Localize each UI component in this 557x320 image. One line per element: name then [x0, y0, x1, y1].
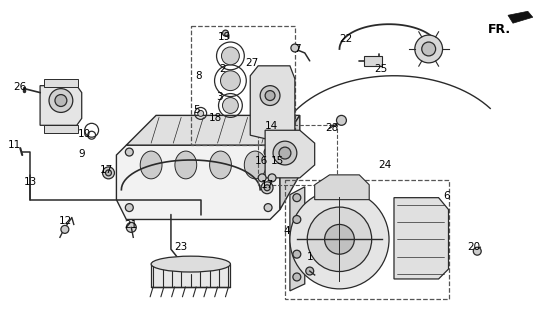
Text: 18: 18: [209, 113, 222, 124]
Bar: [44, 79, 78, 87]
Polygon shape: [151, 264, 231, 287]
Ellipse shape: [175, 151, 197, 179]
Text: 13: 13: [23, 177, 37, 187]
Circle shape: [293, 250, 301, 258]
Polygon shape: [280, 116, 300, 210]
Text: 28: 28: [325, 123, 338, 133]
Text: 6: 6: [443, 191, 450, 201]
Text: 15: 15: [270, 156, 284, 166]
Circle shape: [258, 174, 266, 182]
Circle shape: [264, 185, 270, 191]
Circle shape: [415, 35, 443, 63]
Text: 17: 17: [100, 165, 113, 175]
Circle shape: [102, 167, 114, 179]
Circle shape: [260, 86, 280, 106]
Text: 1: 1: [306, 252, 313, 262]
Text: 25: 25: [374, 64, 388, 74]
Bar: [258, 125, 338, 185]
Circle shape: [291, 44, 299, 52]
Polygon shape: [116, 145, 280, 220]
Ellipse shape: [151, 256, 231, 272]
Circle shape: [126, 222, 136, 232]
Text: 26: 26: [13, 82, 27, 92]
Circle shape: [222, 30, 228, 36]
Text: 9: 9: [79, 149, 85, 159]
Bar: [285, 180, 448, 299]
Ellipse shape: [209, 151, 231, 179]
Text: 24: 24: [378, 160, 392, 170]
Circle shape: [325, 224, 354, 254]
Circle shape: [105, 170, 111, 176]
Circle shape: [473, 247, 481, 255]
Ellipse shape: [245, 151, 266, 179]
Text: 19: 19: [218, 32, 231, 42]
Circle shape: [273, 141, 297, 165]
Circle shape: [293, 215, 301, 223]
Circle shape: [290, 190, 389, 289]
Text: 10: 10: [78, 129, 91, 139]
Text: 21: 21: [125, 220, 138, 230]
Polygon shape: [126, 116, 300, 145]
Text: 27: 27: [246, 58, 259, 68]
Polygon shape: [250, 66, 295, 142]
Circle shape: [306, 267, 314, 275]
Polygon shape: [290, 187, 305, 291]
Circle shape: [125, 148, 133, 156]
Circle shape: [49, 89, 73, 112]
Text: 17: 17: [261, 180, 273, 190]
Circle shape: [264, 148, 272, 156]
Circle shape: [279, 147, 291, 159]
Circle shape: [336, 116, 346, 125]
Circle shape: [293, 273, 301, 281]
Text: 20: 20: [468, 242, 481, 252]
Circle shape: [55, 95, 67, 107]
Text: 23: 23: [174, 242, 188, 252]
Text: 12: 12: [59, 216, 72, 227]
Polygon shape: [315, 175, 369, 200]
Bar: [44, 125, 78, 133]
Circle shape: [264, 204, 272, 212]
Ellipse shape: [140, 151, 162, 179]
Circle shape: [422, 42, 436, 56]
Circle shape: [61, 225, 69, 233]
Text: 14: 14: [265, 121, 278, 131]
Circle shape: [125, 204, 133, 212]
Text: 5: 5: [193, 105, 200, 116]
Circle shape: [265, 91, 275, 100]
Circle shape: [307, 207, 372, 272]
Text: 11: 11: [8, 140, 21, 150]
Text: 16: 16: [255, 156, 268, 166]
Circle shape: [221, 71, 240, 91]
Bar: [190, 26, 295, 145]
Polygon shape: [508, 11, 533, 23]
Polygon shape: [265, 130, 315, 178]
Polygon shape: [394, 198, 448, 279]
Polygon shape: [40, 86, 82, 125]
Text: FR.: FR.: [488, 23, 511, 36]
Text: 4: 4: [284, 226, 290, 236]
Text: 7: 7: [295, 44, 301, 54]
Circle shape: [198, 110, 204, 116]
Circle shape: [268, 174, 276, 182]
Text: 8: 8: [196, 71, 202, 81]
Circle shape: [293, 194, 301, 202]
Circle shape: [222, 47, 240, 65]
Bar: [364, 56, 382, 66]
Circle shape: [261, 182, 273, 194]
Text: 22: 22: [339, 34, 352, 44]
Circle shape: [222, 98, 238, 113]
Text: 3: 3: [216, 92, 223, 101]
Text: 2: 2: [219, 64, 226, 74]
